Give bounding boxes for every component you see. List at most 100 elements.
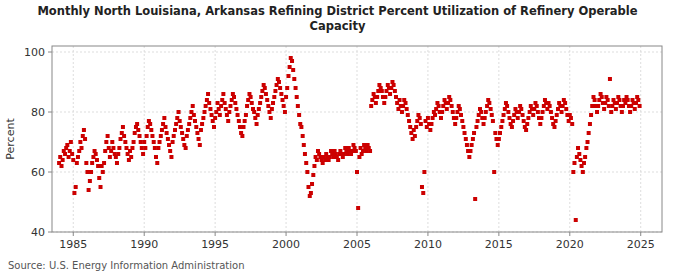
point bbox=[160, 128, 164, 132]
plot-frame bbox=[52, 46, 662, 232]
grid-line-x bbox=[569, 46, 570, 232]
point bbox=[428, 128, 432, 132]
y-tick-label: 60 bbox=[31, 166, 45, 179]
point bbox=[473, 197, 477, 201]
point bbox=[467, 155, 471, 159]
point bbox=[155, 161, 159, 165]
point bbox=[311, 173, 315, 177]
point bbox=[163, 125, 167, 129]
point bbox=[236, 113, 240, 117]
point bbox=[593, 98, 597, 102]
point bbox=[589, 113, 593, 117]
point bbox=[188, 116, 192, 120]
point bbox=[135, 122, 139, 126]
point bbox=[538, 122, 542, 126]
point bbox=[281, 98, 285, 102]
point bbox=[375, 95, 379, 99]
point bbox=[133, 131, 137, 135]
point bbox=[464, 137, 468, 141]
point bbox=[303, 152, 307, 156]
point bbox=[203, 110, 207, 114]
point bbox=[309, 191, 313, 195]
point bbox=[266, 104, 270, 108]
point bbox=[548, 104, 552, 108]
point bbox=[581, 170, 585, 174]
point bbox=[617, 98, 621, 102]
point bbox=[470, 143, 474, 147]
point bbox=[354, 149, 358, 153]
y-tick-label: 40 bbox=[31, 226, 45, 239]
point bbox=[408, 125, 412, 129]
point bbox=[420, 185, 424, 189]
point bbox=[454, 116, 458, 120]
point bbox=[479, 110, 483, 114]
point bbox=[74, 185, 78, 189]
point bbox=[117, 146, 121, 150]
point bbox=[89, 170, 93, 174]
point bbox=[550, 116, 554, 120]
point bbox=[296, 104, 300, 108]
x-tick-label: 1990 bbox=[130, 238, 158, 251]
point bbox=[252, 110, 256, 114]
point bbox=[511, 119, 515, 123]
point bbox=[524, 128, 528, 132]
point bbox=[574, 218, 578, 222]
point bbox=[491, 119, 495, 123]
y-tick-label: 80 bbox=[31, 106, 45, 119]
point bbox=[193, 119, 197, 123]
point bbox=[626, 98, 630, 102]
point bbox=[305, 170, 309, 174]
point bbox=[143, 146, 147, 150]
x-tick-label: 1985 bbox=[59, 238, 87, 251]
point bbox=[407, 119, 411, 123]
point bbox=[250, 101, 254, 105]
point bbox=[80, 146, 84, 150]
x-tick bbox=[640, 232, 641, 236]
point bbox=[440, 110, 444, 114]
point bbox=[166, 137, 170, 141]
point bbox=[168, 149, 172, 153]
point bbox=[228, 104, 232, 108]
point bbox=[291, 68, 295, 72]
point bbox=[85, 170, 89, 174]
point bbox=[152, 140, 156, 144]
point bbox=[148, 122, 152, 126]
point bbox=[398, 98, 402, 102]
point bbox=[221, 92, 225, 96]
point bbox=[186, 128, 190, 132]
point bbox=[207, 101, 211, 105]
point bbox=[461, 125, 465, 129]
point bbox=[76, 155, 80, 159]
point bbox=[273, 89, 277, 93]
point bbox=[453, 122, 457, 126]
point bbox=[124, 146, 128, 150]
point bbox=[245, 104, 249, 108]
point bbox=[500, 119, 504, 123]
point bbox=[506, 110, 510, 114]
point bbox=[355, 170, 359, 174]
point bbox=[600, 95, 604, 99]
point bbox=[508, 116, 512, 120]
point bbox=[78, 140, 82, 144]
point bbox=[159, 134, 163, 138]
x-tick-label: 2025 bbox=[627, 238, 655, 251]
point bbox=[63, 152, 67, 156]
point bbox=[111, 146, 115, 150]
point bbox=[471, 137, 475, 141]
point bbox=[244, 113, 248, 117]
point bbox=[474, 125, 478, 129]
point bbox=[277, 80, 281, 84]
point bbox=[607, 104, 611, 108]
point bbox=[451, 110, 455, 114]
point bbox=[162, 116, 166, 120]
point bbox=[459, 113, 463, 117]
point bbox=[421, 191, 425, 195]
point bbox=[563, 101, 567, 105]
point bbox=[140, 146, 144, 150]
point bbox=[606, 98, 610, 102]
point bbox=[286, 74, 290, 78]
point bbox=[490, 113, 494, 117]
grid-line-x bbox=[73, 46, 74, 232]
point bbox=[549, 110, 553, 114]
point bbox=[201, 116, 205, 120]
